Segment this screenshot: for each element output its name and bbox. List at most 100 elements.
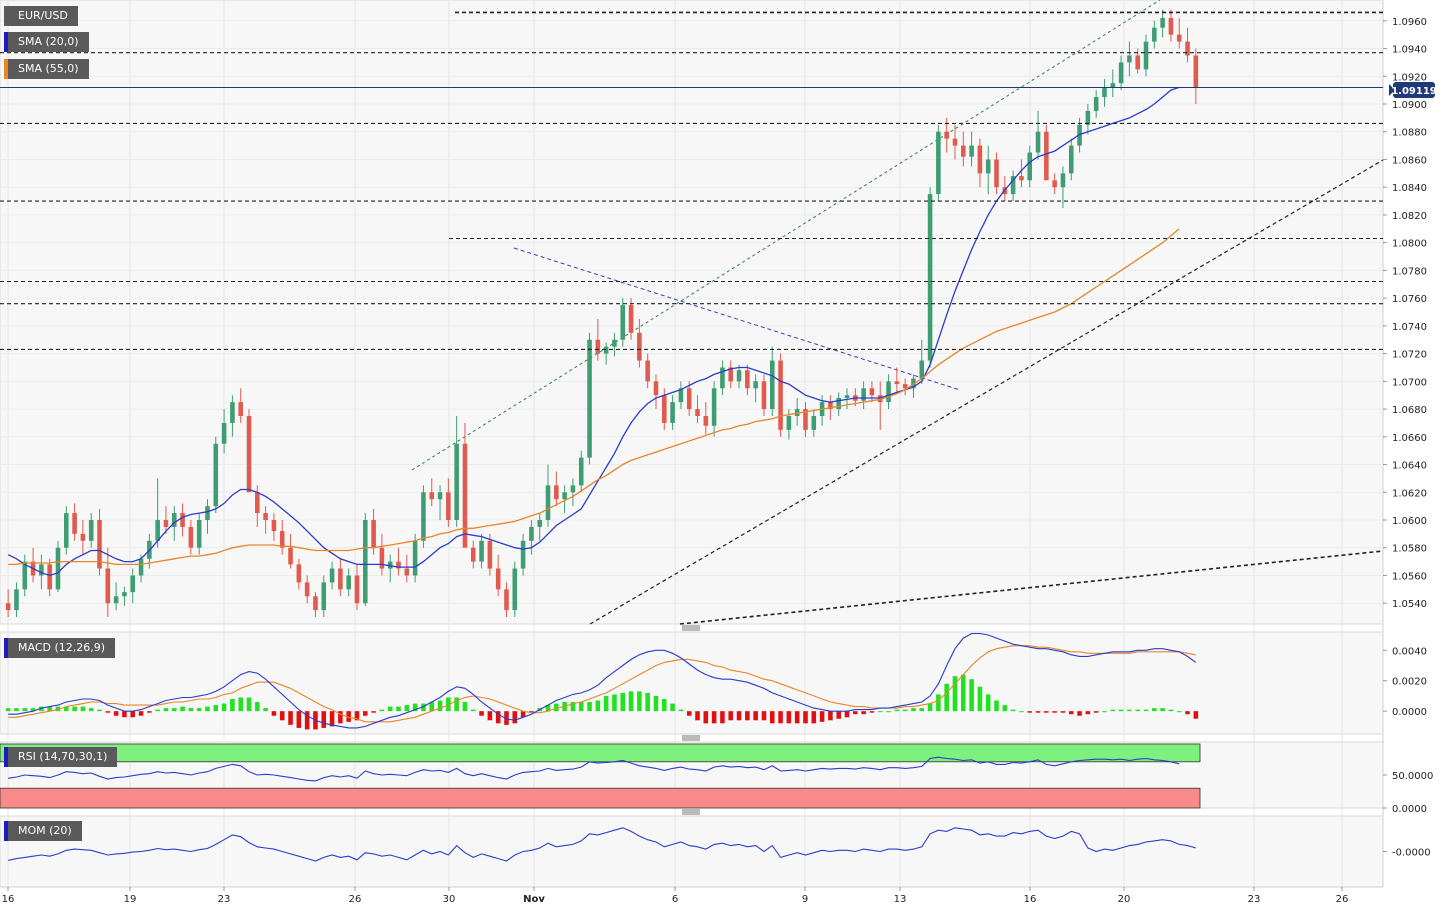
panel-bg-3: [0, 815, 1384, 888]
candle-up: [753, 381, 758, 389]
ytick-label: 1.0600: [1392, 516, 1427, 527]
rsi-overbought-zone: [0, 743, 1201, 763]
macd-histogram-bar: [72, 706, 77, 712]
macd-legend[interactable]: MACD (12,26,9): [4, 638, 116, 658]
horizontal-levels: [0, 11, 1383, 350]
macd-histogram-bar: [105, 711, 111, 713]
macd-histogram-bar: [279, 711, 285, 721]
candle-up: [786, 416, 792, 430]
candle-up: [454, 443, 459, 520]
macd-histogram-bar: [753, 711, 758, 721]
candle-down: [313, 596, 318, 611]
macd-histogram-bar: [1135, 709, 1140, 712]
candle-up: [861, 388, 866, 401]
xtick-label: 9: [802, 894, 808, 905]
panel-resize-handle[interactable]: [682, 735, 700, 741]
candle-down: [1193, 55, 1199, 88]
candle-down: [379, 547, 385, 569]
macd-histogram-bar: [1168, 709, 1174, 712]
ytick-label: 1.0900: [1392, 100, 1427, 111]
ytick-label: 1.0540: [1392, 599, 1427, 610]
macd-signal-line: [8, 645, 1196, 723]
macd-histogram-bar: [512, 711, 518, 724]
macd-histogram-bar: [803, 711, 808, 724]
candle-up: [155, 520, 160, 541]
macd-histogram-bar: [230, 698, 235, 712]
candle-down: [404, 568, 410, 576]
candle-down: [554, 485, 559, 500]
candle-up: [520, 540, 526, 569]
candle-down: [304, 582, 310, 597]
macd-histogram-bar: [5, 708, 11, 712]
macd-histogram-bar: [462, 702, 468, 712]
sma55-legend[interactable]: SMA (55,0): [4, 59, 89, 79]
candle-up: [171, 513, 177, 527]
candle-up: [720, 367, 725, 389]
macd-histogram-bar: [487, 711, 493, 721]
macd-panel: [5, 632, 1199, 730]
symbol-legend[interactable]: EUR/USD: [4, 6, 78, 26]
candle-up: [1060, 173, 1066, 188]
macd-histogram-bar: [470, 709, 476, 712]
descending-trend-line: [513, 247, 961, 391]
candle-up: [346, 575, 351, 590]
macd-histogram-bar: [994, 700, 999, 712]
channel-lower-line: [589, 159, 1384, 625]
ytick-label: 1.0560: [1392, 571, 1427, 582]
candle-down: [462, 443, 468, 548]
candle-down: [1019, 176, 1024, 181]
macd-histogram-bar: [213, 705, 219, 712]
macd-histogram-bar: [80, 706, 86, 712]
candle-down: [487, 540, 493, 569]
candle-down: [188, 526, 194, 548]
sma20-legend[interactable]: SMA (20,0): [4, 32, 89, 52]
macd-histogram-bar: [819, 711, 825, 722]
macd-histogram-bar: [703, 711, 709, 724]
macd-histogram-bar: [1193, 711, 1199, 719]
xtick-label: 30: [443, 894, 456, 905]
macd-histogram-bar: [711, 711, 717, 724]
candle-up: [1093, 97, 1099, 111]
candle-up: [985, 159, 991, 174]
candle-up: [55, 547, 61, 590]
candle-down: [961, 145, 966, 157]
mom-legend[interactable]: MOM (20): [4, 821, 82, 841]
macd-histogram-bar: [363, 711, 368, 716]
panel-splitters[interactable]: [682, 625, 700, 815]
macd-histogram-bar: [147, 711, 152, 713]
macd-histogram-bar: [678, 709, 684, 712]
candle-up: [64, 513, 69, 548]
candle-down: [653, 381, 659, 396]
panel-resize-handle[interactable]: [682, 809, 700, 815]
rsi-oversold-zone: [0, 787, 1201, 809]
macd-histogram-bar: [155, 709, 160, 712]
ytick-label: 1.0680: [1392, 405, 1427, 416]
candle-down: [180, 513, 185, 527]
macd-histogram-bar: [554, 703, 559, 712]
macd-histogram-bar: [653, 695, 659, 712]
candle-up: [213, 443, 219, 507]
macd-histogram-bar: [379, 709, 385, 712]
candle-down: [877, 395, 883, 403]
macd-histogram-bar: [346, 711, 351, 722]
candle-down: [662, 395, 667, 423]
macd-histogram-bar: [446, 697, 451, 712]
macd-histogram-bar: [886, 711, 891, 713]
panel-resize-handle[interactable]: [682, 625, 700, 631]
macd-histogram-bar: [645, 692, 650, 712]
candle-down: [1052, 180, 1057, 188]
candle-up: [1027, 152, 1033, 181]
macd-histogram-bar: [296, 711, 302, 728]
macd-histogram-bar: [304, 711, 310, 730]
candle-down: [828, 402, 833, 410]
rsi-panel: [0, 743, 1201, 809]
rsi-legend[interactable]: RSI (14,70,30,1): [4, 747, 118, 767]
long-support-line: [679, 550, 1384, 625]
candle-down: [745, 370, 750, 389]
macd-histogram-bar: [88, 708, 94, 712]
candle-up: [736, 370, 742, 382]
candle-down: [944, 131, 949, 139]
candle-up: [844, 395, 850, 398]
xtick-label: 26: [349, 894, 362, 905]
